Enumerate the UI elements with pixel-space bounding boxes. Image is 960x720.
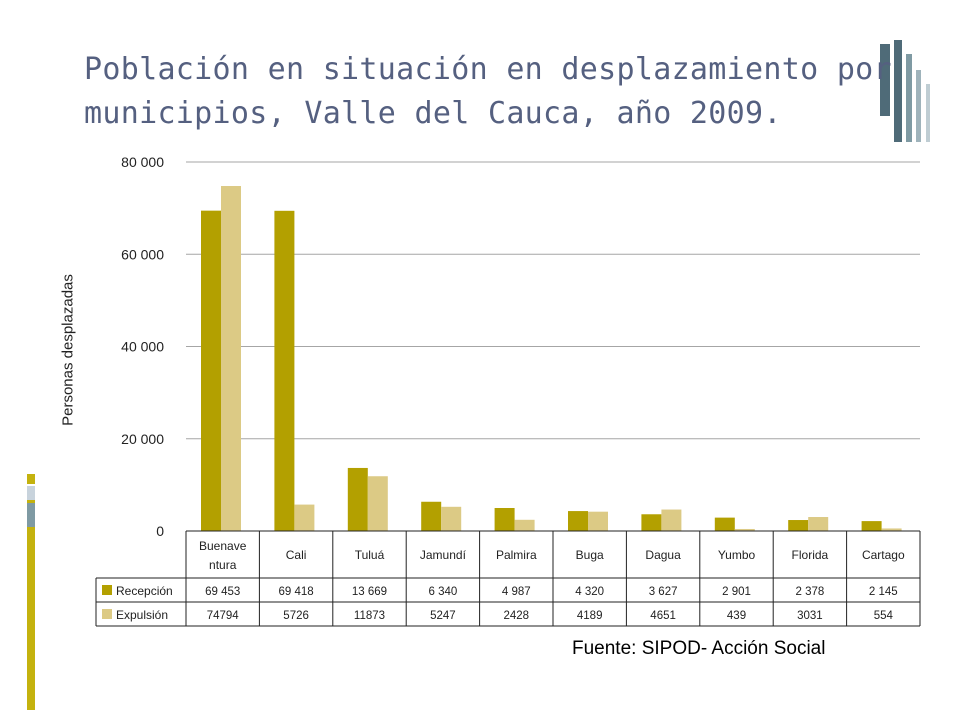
legend-label: Recepción bbox=[116, 584, 173, 598]
bar-recepcion bbox=[201, 210, 221, 531]
bar-expulsion bbox=[734, 528, 755, 531]
data-table-value: 13 669 bbox=[352, 586, 387, 598]
bar-expulsion bbox=[881, 528, 902, 531]
x-tick-label: Buga bbox=[576, 548, 604, 562]
data-table-value: 5247 bbox=[430, 610, 456, 622]
bar-recepcion bbox=[568, 511, 588, 531]
data-table-value: 3031 bbox=[797, 610, 823, 622]
corner-lines-icon bbox=[880, 40, 936, 142]
bar-recepcion bbox=[494, 507, 515, 531]
bar-expulsion bbox=[661, 509, 682, 531]
bar-expulsion bbox=[808, 517, 829, 531]
accent-bar-white-gap bbox=[27, 484, 35, 486]
bar-recepcion bbox=[641, 514, 662, 531]
bar-expulsion bbox=[367, 476, 388, 531]
data-table-value: 4651 bbox=[650, 610, 676, 622]
data-table-value: 2 145 bbox=[869, 586, 898, 598]
y-tick-label: 60 000 bbox=[121, 246, 164, 262]
x-tick-label: Tuluá bbox=[355, 548, 385, 562]
data-table-value: 11873 bbox=[354, 610, 385, 622]
data-table-value: 5726 bbox=[283, 610, 309, 622]
bar-recepcion bbox=[861, 521, 882, 531]
data-table-value: 2 378 bbox=[796, 586, 825, 598]
source-note: Fuente: SIPOD- Acción Social bbox=[572, 638, 826, 659]
bar-recepcion bbox=[421, 501, 442, 531]
x-tick-label: Dagua bbox=[645, 548, 681, 562]
slide-title: Población en situación en desplazamiento… bbox=[84, 52, 892, 131]
x-tick-label: Cali bbox=[286, 548, 307, 562]
bar-recepcion bbox=[347, 467, 368, 531]
x-tick-label: Jamundí bbox=[420, 548, 467, 562]
data-table-value: 4189 bbox=[577, 610, 603, 622]
x-tick-label: Florida bbox=[792, 548, 829, 562]
bar-recepcion bbox=[274, 210, 295, 531]
accent-bar-right-yellow bbox=[940, 38, 946, 142]
legend-swatch bbox=[102, 609, 112, 619]
legend-label: Expulsión bbox=[116, 608, 168, 622]
y-tick-label: 0 bbox=[156, 523, 164, 539]
x-tick-label: Palmira bbox=[496, 548, 537, 562]
data-table-value: 74794 bbox=[207, 610, 240, 622]
data-table-value: 4 987 bbox=[502, 586, 531, 598]
accent-block-lightblue bbox=[27, 486, 35, 500]
x-tick-label: Buenave bbox=[199, 539, 247, 553]
bar-expulsion bbox=[514, 519, 535, 531]
y-tick-label: 20 000 bbox=[121, 431, 164, 447]
data-table-value: 2428 bbox=[504, 610, 530, 622]
bar-expulsion bbox=[221, 186, 241, 531]
x-tick-label: Yumbo bbox=[718, 548, 756, 562]
bar-expulsion bbox=[294, 504, 315, 531]
data-table-value: 4 320 bbox=[575, 586, 604, 598]
accent-bar-yellow bbox=[27, 474, 35, 710]
bar-expulsion bbox=[441, 506, 462, 531]
bar-expulsion bbox=[588, 511, 608, 531]
bar-recepcion bbox=[714, 517, 735, 531]
data-table-value: 2 901 bbox=[722, 586, 751, 598]
accent-block-teal bbox=[27, 503, 35, 527]
data-table-value: 69 418 bbox=[279, 586, 314, 598]
legend-swatch bbox=[102, 585, 112, 595]
data-table-value: 3 627 bbox=[649, 586, 678, 598]
data-table-value: 69 453 bbox=[205, 586, 240, 598]
data-table-value: 6 340 bbox=[429, 586, 458, 598]
y-tick-label: 40 000 bbox=[121, 339, 164, 355]
x-tick-label: ntura bbox=[209, 558, 237, 572]
x-tick-label: Cartago bbox=[862, 548, 905, 562]
data-table-value: 439 bbox=[727, 610, 746, 622]
bar-recepcion bbox=[788, 520, 809, 531]
data-table-value: 554 bbox=[874, 610, 894, 622]
y-tick-label: 80 000 bbox=[121, 154, 164, 170]
